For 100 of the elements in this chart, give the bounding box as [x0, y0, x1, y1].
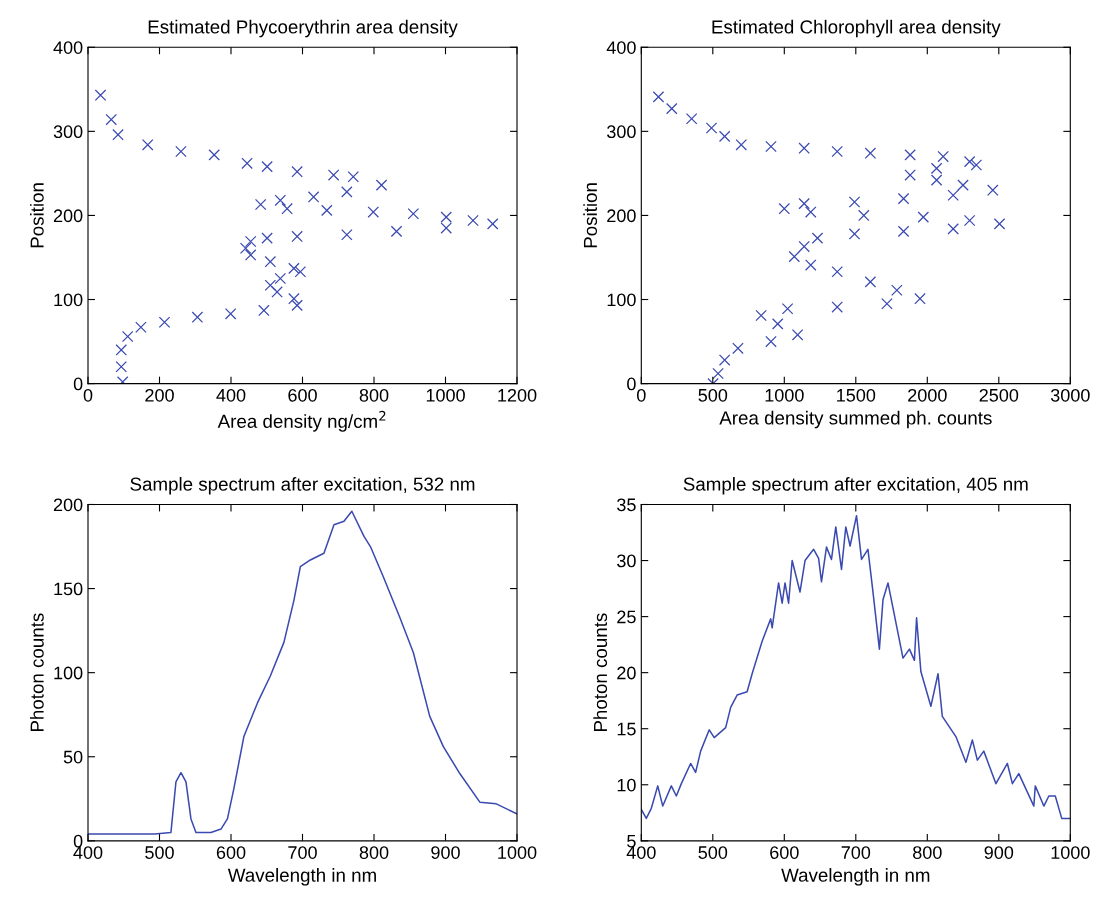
point [811, 232, 824, 244]
point [239, 242, 252, 255]
x-tick-label: 600 [216, 846, 246, 859]
x-tick-label: 0 [636, 388, 646, 402]
point [264, 279, 277, 291]
point [254, 198, 267, 211]
y-tick-label: 400 [606, 41, 636, 54]
x-tick-label: 2000 [908, 388, 947, 402]
point [440, 222, 452, 234]
point [788, 250, 801, 263]
chart-title: Estimated Chlorophyll area density [712, 19, 1001, 38]
point [367, 206, 380, 218]
point [947, 189, 959, 202]
y-tick-label: 25 [617, 610, 636, 624]
x-tick-label: 1500 [837, 388, 876, 402]
chart-title: Sample spectrum after excitation, 532 nm [130, 477, 475, 495]
point [321, 204, 333, 217]
point [771, 318, 784, 330]
point [848, 196, 861, 208]
x-tick-label: 500 [698, 846, 728, 859]
x-tick-label: 2500 [979, 388, 1019, 402]
x-tick-label: 400 [216, 388, 246, 402]
x-tick-label: 1000 [426, 388, 465, 402]
point [993, 218, 1006, 230]
point [115, 361, 128, 373]
x-tick-label: 800 [359, 388, 389, 402]
point [914, 292, 926, 305]
point [891, 284, 903, 297]
point [947, 223, 959, 235]
point [798, 142, 810, 154]
chart-title: Estimated Phycoerythrin area density [148, 19, 458, 38]
point [930, 174, 943, 186]
point [271, 286, 283, 298]
point [831, 265, 843, 278]
y-tick-label: 0 [73, 834, 83, 848]
point [963, 155, 976, 168]
x-tick-label: 700 [841, 846, 871, 859]
point [930, 162, 943, 175]
point [765, 140, 777, 153]
point [112, 128, 124, 141]
point [897, 225, 910, 238]
x-tick-label: 900 [431, 846, 460, 859]
point [191, 311, 204, 323]
point [244, 235, 257, 248]
point [407, 207, 420, 220]
point [848, 228, 861, 240]
y-tick-label: 0 [627, 377, 636, 391]
point [685, 112, 698, 125]
y-axis-title: Position [29, 183, 44, 248]
y-tick-label: 100 [607, 293, 636, 307]
y-tick-label: 300 [53, 125, 83, 139]
point [904, 149, 916, 161]
point [917, 211, 930, 223]
line-series [88, 510, 517, 835]
point [897, 192, 910, 205]
point [712, 367, 724, 380]
x-tick-label: 800 [913, 846, 942, 859]
point [864, 276, 877, 288]
point [798, 240, 810, 253]
point [732, 342, 744, 355]
point [341, 228, 353, 241]
point [281, 202, 293, 215]
y-tick-label: 100 [54, 666, 83, 680]
point [765, 335, 777, 348]
x-tick-label: 1200 [498, 388, 537, 402]
point [294, 265, 307, 278]
point [327, 169, 340, 181]
point [705, 122, 718, 134]
y-axis-title: Photon counts [593, 613, 608, 732]
point [735, 139, 748, 151]
point [158, 316, 171, 328]
point [105, 113, 118, 126]
point [288, 292, 300, 305]
y-tick-label: 15 [617, 722, 636, 736]
point [291, 230, 303, 243]
y-tick-label: 5 [627, 834, 636, 848]
point [858, 209, 870, 222]
point [755, 309, 767, 322]
y-tick-label: 300 [607, 125, 636, 139]
point [291, 165, 303, 178]
point [288, 262, 300, 275]
y-tick-label: 150 [54, 582, 83, 596]
point [115, 344, 128, 356]
point [274, 272, 287, 285]
x-tick-label: 1000 [765, 388, 804, 402]
x-tick-label: 1000 [498, 846, 537, 859]
point [798, 197, 810, 210]
x-axis-title: Wavelength in nm [227, 868, 376, 886]
point [347, 170, 360, 183]
x-tick-label: 700 [288, 846, 317, 859]
y-tick-label: 400 [53, 41, 83, 54]
x-axis-title: Area density ng/cm$^{2}$ [217, 410, 386, 432]
point [244, 249, 257, 261]
x-tick-label: 0 [83, 388, 93, 402]
point [390, 225, 403, 238]
point [258, 304, 270, 317]
point [665, 102, 678, 115]
point [261, 160, 273, 173]
point [121, 330, 134, 343]
y-axis-title: Position [583, 183, 598, 248]
